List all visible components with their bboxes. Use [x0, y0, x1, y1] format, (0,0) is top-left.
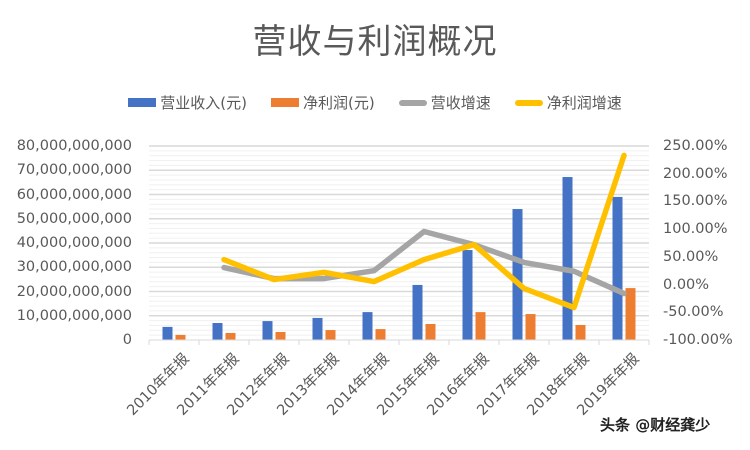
- right-tick-label: -100.00%: [663, 332, 733, 348]
- right-tick-label: 50.00%: [663, 248, 719, 265]
- left-tick-label: 0: [122, 332, 132, 348]
- right-tick-label: 150.00%: [663, 193, 728, 210]
- right-tick-label: 200.00%: [663, 165, 728, 182]
- legend-item-revenue: 营业收入(元): [128, 92, 247, 113]
- gridlines: [149, 145, 649, 341]
- bar: [175, 334, 186, 340]
- legend-item-revenue-growth: 营收增速: [398, 92, 491, 113]
- right-tick-label: 0.00%: [663, 276, 710, 293]
- left-tick-label: 50,000,000,000: [16, 210, 132, 227]
- bar: [475, 312, 486, 340]
- bar: [375, 329, 386, 340]
- left-tick-label: 80,000,000,000: [16, 138, 132, 154]
- left-tick-label: 70,000,000,000: [16, 162, 132, 179]
- left-tick-label: 10,000,000,000: [16, 307, 132, 324]
- chart-title: 营收与利润概况: [252, 22, 498, 62]
- bar: [575, 324, 586, 340]
- left-tick-label: 20,000,000,000: [16, 283, 132, 300]
- bar-series: [162, 177, 636, 340]
- bar: [325, 330, 336, 340]
- left-tick-label: 60,000,000,000: [16, 186, 132, 203]
- line-series: [221, 152, 627, 311]
- chart-legend: 营业收入(元) 净利润(元) 营收增速 净利润增速: [0, 92, 750, 113]
- bar: [562, 177, 573, 340]
- bar: [225, 332, 236, 340]
- legend-label: 营业收入(元): [160, 94, 247, 112]
- bar: [625, 288, 636, 340]
- legend-label: 净利润(元): [302, 94, 375, 112]
- left-tick-label: 30,000,000,000: [16, 259, 132, 276]
- right-tick-label: -50.00%: [663, 304, 724, 321]
- left-tick-label: 40,000,000,000: [16, 235, 132, 251]
- legend-item-profit-growth: 净利润增速: [514, 92, 622, 113]
- watermark: 头条 @财经龚少: [600, 416, 711, 434]
- legend-swatch-profit-growth: [514, 99, 543, 106]
- bar: [312, 317, 323, 340]
- legend-swatch-revenue: [128, 98, 157, 107]
- bar: [275, 331, 286, 340]
- bar: [412, 284, 423, 340]
- line-path: [221, 152, 627, 311]
- right-tick-label: 250.00%: [663, 138, 728, 154]
- bar: [425, 323, 436, 340]
- legend-label: 净利润增速: [546, 94, 622, 112]
- bar: [512, 209, 523, 340]
- legend-swatch-revenue-growth: [398, 99, 427, 106]
- bar: [362, 312, 373, 340]
- bar: [525, 314, 536, 340]
- bar: [262, 321, 273, 340]
- legend-swatch-net-profit: [270, 98, 299, 107]
- x-axis-line: [148, 339, 650, 345]
- legend-item-net-profit: 净利润(元): [270, 92, 375, 113]
- legend-label: 营收增速: [430, 94, 491, 112]
- bar: [612, 196, 623, 340]
- right-tick-label: 100.00%: [663, 221, 728, 238]
- bar: [162, 326, 173, 340]
- bar: [212, 323, 223, 340]
- bar: [462, 250, 473, 340]
